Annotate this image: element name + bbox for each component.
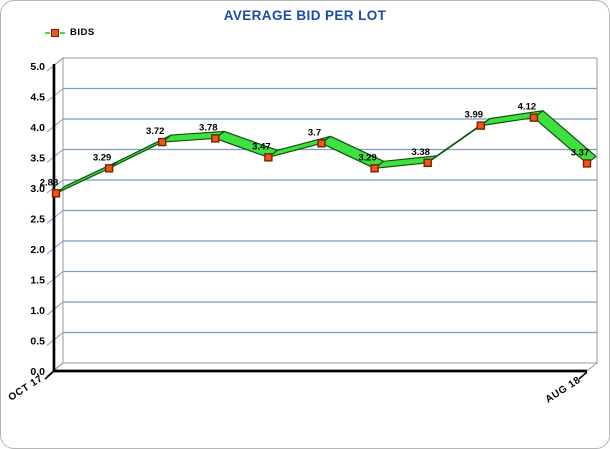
svg-text:3.0: 3.0	[30, 183, 45, 195]
svg-text:4.5: 4.5	[30, 92, 45, 104]
svg-text:3.37: 3.37	[571, 147, 590, 158]
svg-text:3.72: 3.72	[146, 126, 165, 137]
svg-text:0.0: 0.0	[30, 366, 45, 378]
legend: BIDS	[45, 27, 95, 38]
legend-line-dash-icon	[60, 31, 65, 34]
svg-text:3.47: 3.47	[252, 141, 271, 152]
svg-text:3.7: 3.7	[308, 127, 321, 138]
svg-text:1.0: 1.0	[30, 305, 45, 317]
axes	[44, 64, 588, 380]
svg-text:2.5: 2.5	[30, 214, 45, 226]
svg-text:3.38: 3.38	[411, 147, 430, 158]
svg-text:AUG 18: AUG 18	[544, 375, 583, 406]
data-markers	[51, 113, 592, 198]
svg-text:3.78: 3.78	[199, 122, 218, 133]
svg-text:3.29: 3.29	[358, 152, 377, 163]
svg-text:3.29: 3.29	[93, 152, 112, 163]
chart-title: AVERAGE BID PER LOT	[223, 8, 387, 23]
labels: 0.0 0.5 1.0 1.5 2.0 2.5 3.0 3.5 4.0 4.5 5.0 OCT 17 A…	[7, 61, 590, 406]
svg-text:OCT 17: OCT 17	[7, 373, 45, 403]
legend-line-dash-icon	[45, 31, 50, 34]
svg-text:3.5: 3.5	[30, 153, 45, 165]
legend-label: BIDS	[70, 27, 95, 38]
svg-text:4.12: 4.12	[518, 102, 537, 113]
svg-text:1.5: 1.5	[30, 275, 45, 287]
svg-text:4.0: 4.0	[30, 122, 45, 134]
svg-text:5.0: 5.0	[30, 61, 45, 73]
gridlines	[46, 57, 597, 377]
svg-text:0.5: 0.5	[30, 336, 45, 348]
svg-text:3.99: 3.99	[465, 110, 484, 121]
chart-walls	[51, 56, 599, 373]
square-marker-icon	[51, 28, 59, 37]
svg-text:2.0: 2.0	[30, 244, 45, 256]
svg-text:2.88: 2.88	[40, 177, 59, 188]
series-ribbon	[55, 110, 597, 194]
